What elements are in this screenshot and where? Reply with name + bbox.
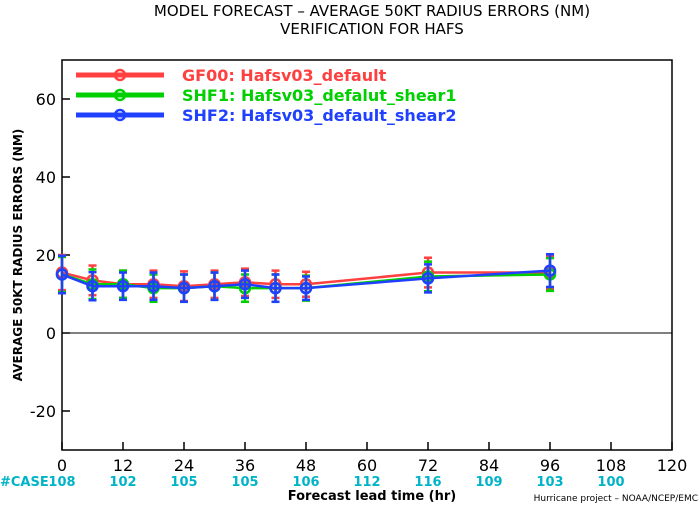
y-tick-label: 0: [46, 324, 56, 343]
data-point: [86, 279, 99, 293]
legend-marker: [113, 88, 127, 102]
case-count: 109: [475, 475, 502, 490]
x-tick-label: 48: [296, 456, 316, 475]
case-count: 103: [536, 475, 563, 490]
legend-label: GF00: Hafsv03_default: [182, 66, 387, 85]
case-count: 102: [109, 475, 136, 490]
data-point: [269, 281, 282, 295]
x-tick-label: 60: [357, 456, 377, 475]
y-tick-label: 60: [36, 90, 56, 109]
x-tick-label: 96: [540, 456, 560, 475]
series-3: [55, 252, 557, 304]
case-label: #CASE: [0, 475, 49, 490]
case-count: 100: [597, 475, 624, 490]
y-tick-label: 40: [36, 168, 56, 187]
x-tick-label: 12: [113, 456, 133, 475]
x-tick-label: 84: [479, 456, 499, 475]
x-tick-label: 72: [418, 456, 438, 475]
data-point: [543, 264, 557, 277]
x-axis: 0 12 24 36 48 60 72 84 96 108 120: [57, 442, 687, 475]
data-point: [55, 268, 69, 281]
data-point: [147, 279, 160, 293]
x-tick-label: 120: [657, 456, 688, 475]
y-tick-label: 20: [36, 246, 56, 265]
data-point: [116, 279, 130, 293]
chart-subtitle: VERIFICATION FOR HAFS: [280, 20, 464, 38]
data-point: [208, 279, 221, 293]
x-axis-label: Forecast lead time (hr): [288, 489, 456, 504]
case-count: 105: [231, 475, 258, 490]
legend-label: SHF2: Hafsv03_default_shear2: [182, 106, 456, 125]
x-tick-label: 0: [57, 456, 67, 475]
data-point: [238, 278, 252, 291]
data-point: [299, 281, 313, 295]
case-count: 116: [414, 475, 441, 490]
x-tick-label: 108: [596, 456, 627, 475]
legend-marker: [113, 108, 127, 122]
legend-label: SHF1: Hafsv03_defalut_shear1: [182, 86, 456, 105]
data-point: [177, 281, 191, 295]
series-layer: [55, 252, 557, 304]
legend-marker: [113, 68, 127, 82]
case-count: 108: [48, 475, 75, 490]
x-tick-label: 24: [174, 456, 194, 475]
case-count: 105: [170, 475, 197, 490]
case-count: 106: [292, 475, 319, 490]
case-values: 108 102 105 105 106 112 116 109 103 100: [48, 475, 624, 490]
y-axis-label: AVERAGE 50KT RADIUS ERRORS (NM): [11, 129, 25, 381]
y-tick-label: -20: [30, 402, 56, 421]
y-axis: -20 0 20 40 60: [30, 90, 70, 421]
chart-title: MODEL FORECAST – AVERAGE 50KT RADIUS ERR…: [154, 2, 590, 20]
credit-text: Hurricane project – NOAA/NCEP/EMC: [534, 494, 698, 504]
x-tick-label: 36: [235, 456, 255, 475]
case-count: 112: [353, 475, 380, 490]
data-point: [421, 272, 435, 285]
